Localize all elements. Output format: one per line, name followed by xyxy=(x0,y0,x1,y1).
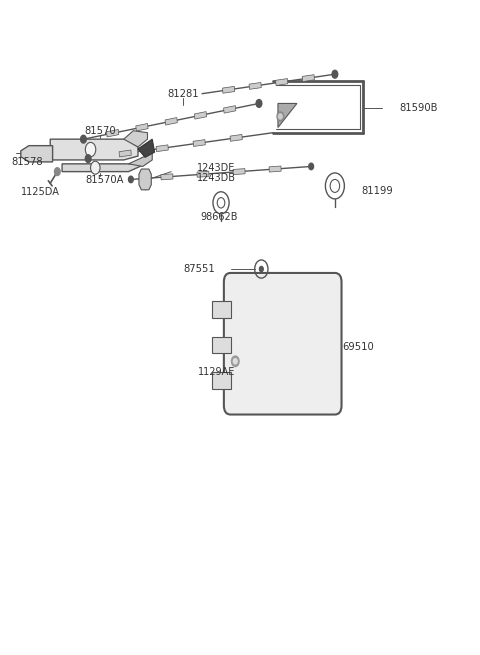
Polygon shape xyxy=(138,139,155,157)
Polygon shape xyxy=(233,168,245,175)
Polygon shape xyxy=(224,105,236,113)
Bar xyxy=(213,337,231,354)
Circle shape xyxy=(309,163,313,170)
Circle shape xyxy=(91,161,100,174)
Text: 1243DB: 1243DB xyxy=(197,173,236,183)
Text: 81199: 81199 xyxy=(361,186,393,196)
Text: 1243DE: 1243DE xyxy=(197,163,236,174)
Text: 69510: 69510 xyxy=(342,342,374,352)
Circle shape xyxy=(129,176,133,183)
Text: 98662B: 98662B xyxy=(200,212,238,222)
Circle shape xyxy=(233,359,237,364)
Polygon shape xyxy=(278,103,297,128)
Polygon shape xyxy=(223,86,235,93)
Polygon shape xyxy=(129,152,152,166)
Polygon shape xyxy=(194,111,206,119)
Text: 81281: 81281 xyxy=(167,88,199,99)
Polygon shape xyxy=(276,79,288,85)
Polygon shape xyxy=(50,139,138,160)
Polygon shape xyxy=(165,117,177,125)
Polygon shape xyxy=(161,174,173,180)
FancyBboxPatch shape xyxy=(224,273,342,415)
Circle shape xyxy=(85,155,91,162)
Polygon shape xyxy=(107,130,119,137)
Polygon shape xyxy=(269,166,281,172)
Circle shape xyxy=(256,100,262,107)
Text: 81570: 81570 xyxy=(84,126,116,136)
Circle shape xyxy=(332,70,338,78)
Polygon shape xyxy=(124,131,147,147)
Polygon shape xyxy=(62,157,143,172)
Bar xyxy=(213,301,231,318)
Text: 1125DA: 1125DA xyxy=(21,187,60,197)
Polygon shape xyxy=(302,75,314,82)
Polygon shape xyxy=(197,171,209,178)
Polygon shape xyxy=(230,134,242,141)
Text: 81590B: 81590B xyxy=(399,103,437,113)
Circle shape xyxy=(231,356,239,366)
Polygon shape xyxy=(193,140,205,147)
Circle shape xyxy=(278,114,282,119)
Circle shape xyxy=(277,112,284,121)
Polygon shape xyxy=(136,124,148,131)
Text: 1129AE: 1129AE xyxy=(198,367,235,377)
Polygon shape xyxy=(139,169,151,190)
Circle shape xyxy=(81,136,86,143)
Bar xyxy=(213,372,231,389)
Circle shape xyxy=(85,142,96,157)
Text: 87551: 87551 xyxy=(183,264,216,274)
Text: 81578: 81578 xyxy=(12,157,43,167)
Polygon shape xyxy=(249,83,261,89)
Circle shape xyxy=(55,168,60,176)
Polygon shape xyxy=(21,145,53,162)
Polygon shape xyxy=(156,145,168,152)
Polygon shape xyxy=(119,150,131,157)
Text: 81570A: 81570A xyxy=(85,175,124,185)
Circle shape xyxy=(260,267,263,272)
